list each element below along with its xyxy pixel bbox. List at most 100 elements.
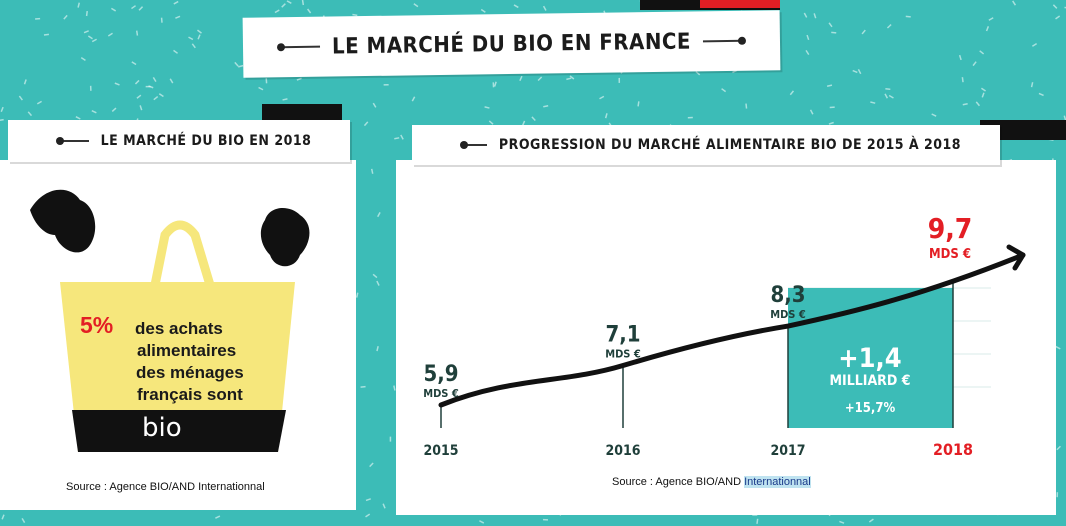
confetti-dash [868, 518, 874, 523]
confetti-dash [274, 9, 280, 14]
bag-bottom-icon [72, 410, 286, 452]
confetti-dash [77, 2, 81, 8]
value-label-2015: 5,9 [423, 362, 458, 387]
confetti-dash [258, 86, 264, 91]
confetti-dash [191, 43, 196, 49]
confetti-dash [980, 87, 986, 92]
confetti-dash [301, 0, 305, 6]
right-title-decor [459, 141, 487, 149]
x-tick-2017: 2017 [770, 443, 805, 459]
confetti-dash [961, 77, 964, 83]
annotation-delta: +1,4 [838, 343, 901, 374]
confetti-dash [857, 69, 862, 75]
confetti-dash [488, 120, 494, 125]
confetti-dash [988, 17, 994, 21]
confetti-dash [114, 82, 120, 86]
confetti-dash [296, 77, 302, 81]
confetti-dash [852, 69, 858, 74]
trend-arrow-icon [1006, 244, 1026, 271]
right-source: Source : Agence BIO/AND Internationnal [612, 476, 811, 488]
confetti-dash [306, 8, 312, 14]
confetti-dash [745, 103, 748, 109]
confetti-dash [215, 515, 221, 519]
confetti-dash [377, 212, 381, 218]
confetti-dash [23, 79, 27, 85]
confetti-dash [175, 15, 181, 19]
confetti-dash [369, 462, 374, 468]
confetti-dash [134, 79, 140, 85]
confetti-dash [1055, 345, 1061, 350]
left-source: Source : Agence BIO/AND Internationnal [66, 481, 265, 493]
confetti-dash [972, 61, 977, 67]
title-decor-left [280, 45, 321, 49]
confetti-dash [789, 90, 795, 96]
confetti-dash [803, 12, 808, 18]
confetti-dash [521, 120, 526, 126]
confetti-dash [370, 168, 374, 174]
confetti-dash [394, 137, 400, 140]
confetti-dash [372, 102, 377, 108]
bag-text-line-2: alimentaires [137, 341, 237, 360]
confetti-dash [27, 111, 33, 117]
confetti-dash [985, 26, 990, 32]
confetti-dash [637, 101, 640, 107]
bag-handle-icon [150, 220, 215, 287]
confetti-dash [238, 64, 244, 68]
unit-label-2016: MDS € [605, 348, 641, 361]
confetti-dash [886, 24, 892, 29]
confetti-dash [111, 107, 117, 112]
confetti-dash [63, 14, 68, 20]
confetti-dash [80, 56, 86, 61]
confetti-dash [158, 93, 164, 98]
confetti-dash [139, 105, 143, 111]
confetti-dash [153, 95, 159, 101]
confetti-dash [75, 116, 81, 120]
confetti-dash [1052, 4, 1058, 9]
confetti-dash [188, 36, 194, 41]
confetti-dash [981, 92, 985, 98]
confetti-dash [363, 121, 369, 127]
confetti-dash [365, 513, 371, 518]
confetti-dash [173, 49, 179, 54]
confetti-dash [695, 70, 701, 76]
confetti-dash [355, 292, 359, 298]
left-hand-icon [30, 189, 96, 253]
confetti-dash [87, 35, 93, 40]
confetti-dash [813, 13, 817, 19]
confetti-dash [493, 81, 497, 87]
confetti-dash [83, 30, 89, 34]
confetti-dash [21, 517, 26, 524]
confetti-dash [756, 518, 759, 524]
x-tick-2016: 2016 [605, 443, 640, 459]
confetti-dash [91, 110, 97, 114]
value-label-2018: 9,7 [928, 212, 973, 245]
confetti-dash [1063, 115, 1066, 121]
confetti-dash [152, 76, 157, 83]
confetti-dash [479, 520, 485, 524]
confetti-dash [543, 105, 549, 108]
confetti-dash [286, 0, 292, 4]
confetti-dash [372, 273, 378, 279]
confetti-dash [136, 94, 142, 99]
confetti-dash [0, 106, 4, 113]
confetti-dash [281, 3, 286, 8]
left-title-decor [55, 137, 89, 145]
confetti-dash [1030, 82, 1034, 88]
percent-value: 5% [80, 312, 114, 338]
confetti-dash [1012, 0, 1017, 6]
confetti-dash [131, 61, 137, 66]
confetti-dash [962, 103, 968, 106]
confetti-dash [604, 113, 608, 119]
confetti-dash [36, 100, 42, 105]
main-title-banner: LE MARCHÉ DU BIO EN FRANCE [242, 10, 781, 78]
confetti-dash [1031, 42, 1038, 47]
confetti-dash [979, 50, 985, 55]
unit-label-2018: MDS € [929, 247, 971, 262]
unit-label-2015: MDS € [423, 387, 459, 400]
left-panel-title: LE MARCHÉ DU BIO EN 2018 [100, 133, 312, 149]
value-label-2016: 7,1 [605, 323, 640, 348]
confetti-dash [91, 38, 97, 43]
confetti-dash [805, 49, 810, 56]
right-black-tab [980, 120, 1066, 140]
confetti-dash [1056, 445, 1061, 451]
